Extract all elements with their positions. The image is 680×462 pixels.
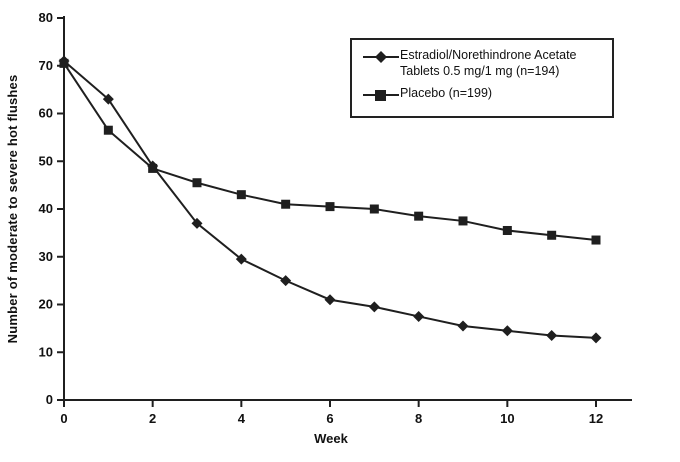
square-marker [502, 225, 512, 235]
x-tick-label: 4 [238, 411, 246, 426]
x-axis-title: Week [314, 431, 348, 446]
diamond-marker [413, 310, 425, 322]
x-tick-label: 0 [60, 411, 67, 426]
diamond-marker [324, 294, 336, 306]
legend-item-placebo: Placebo (n=199) [362, 86, 602, 107]
square-marker [458, 216, 468, 226]
square-marker [591, 235, 601, 245]
legend-label-estradiol: Estradiol/Norethindrone Acetate Tablets … [400, 48, 577, 78]
y-tick-label: 50 [39, 153, 53, 168]
legend-label-placebo: Placebo (n=199) [400, 86, 493, 101]
square-marker [547, 230, 557, 240]
diamond-marker [368, 301, 380, 313]
y-tick-label: 40 [39, 201, 53, 216]
y-tick-label: 30 [39, 249, 53, 264]
y-tick-label: 0 [46, 392, 53, 407]
x-tick-label: 10 [500, 411, 514, 426]
x-tick-label: 2 [149, 411, 156, 426]
y-tick-label: 60 [39, 106, 53, 121]
diamond-marker [501, 325, 513, 337]
square-marker [192, 178, 202, 188]
y-tick-label: 80 [39, 10, 53, 25]
x-tick-label: 6 [326, 411, 333, 426]
square-marker [236, 190, 246, 200]
diamond-marker [191, 217, 203, 229]
x-ticks: 0 2 4 6 8 10 12 [60, 400, 603, 426]
y-tick-label: 20 [39, 297, 53, 312]
square-marker [369, 204, 379, 214]
square-marker [148, 163, 158, 173]
legend: Estradiol/Norethindrone Acetate Tablets … [350, 38, 614, 119]
legend-item-estradiol: Estradiol/Norethindrone Acetate Tablets … [362, 48, 602, 79]
y-axis-title: Number of moderate to severe hot flushes [5, 74, 20, 344]
diamond-marker [590, 332, 602, 344]
square-marker-icon [362, 88, 400, 107]
series-square [59, 58, 601, 245]
diamond-marker [280, 275, 292, 287]
diamond-marker [546, 330, 558, 342]
y-ticks: 0 10 20 30 40 50 60 70 80 [39, 10, 64, 407]
y-tick-label: 10 [39, 344, 53, 359]
diamond-marker-icon [362, 50, 400, 69]
diamond-marker [102, 93, 114, 105]
x-tick-label: 8 [415, 411, 422, 426]
y-tick-label: 70 [39, 58, 53, 73]
x-tick-label: 12 [589, 411, 603, 426]
diamond-marker [457, 320, 469, 332]
square-marker [103, 125, 113, 135]
diamond-marker [235, 253, 247, 265]
square-marker [414, 211, 424, 221]
square-marker [325, 202, 335, 212]
square-marker [59, 58, 69, 68]
square-marker [281, 199, 291, 209]
